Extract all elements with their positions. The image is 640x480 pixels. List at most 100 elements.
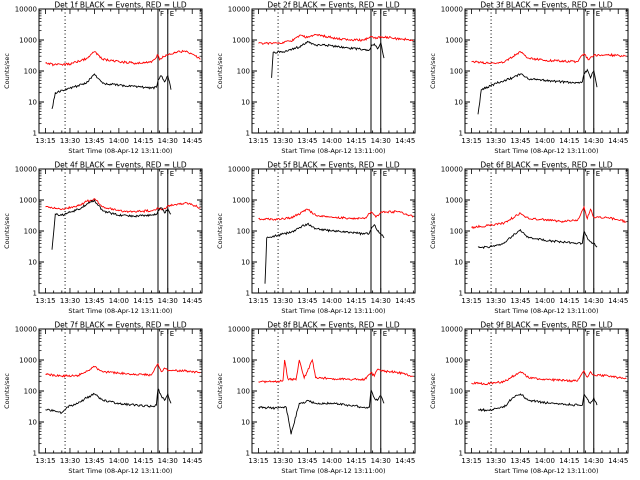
x-tick-label: 14:45 [608, 297, 628, 305]
y-tick-label: 10 [454, 259, 463, 267]
y-axis-label: Counts/sec [216, 213, 224, 249]
x-tick-label: 13:15 [35, 297, 55, 305]
x-tick-label: 14:00 [109, 137, 129, 145]
panel-title: Det 1f BLACK = Events, RED = LLD [54, 1, 187, 10]
panel-title: Det 5f BLACK = Events, RED = LLD [267, 161, 400, 170]
x-tick-label: 14:00 [322, 297, 342, 305]
panel-2: Det 2f BLACK = Events, RED = LLD Counts/s… [216, 1, 416, 155]
y-tick-label: 10000 [15, 6, 37, 14]
y-tick-label: 1000 [445, 37, 463, 45]
y-tick-label: 10000 [441, 6, 463, 14]
marker-label: E [383, 330, 387, 338]
y-tick-label: 1000 [19, 357, 37, 365]
y-tick-label: 100 [237, 228, 250, 236]
marker-label: F [586, 170, 590, 178]
marker-label: F [586, 330, 590, 338]
x-tick-label: 14:15 [559, 137, 579, 145]
lld-series-line [258, 33, 414, 46]
panel-8: Det 8f BLACK = Events, RED = LLD Counts/s… [216, 321, 416, 475]
plot-frame [251, 8, 416, 134]
y-tick-label: 1 [246, 130, 250, 138]
panel-title: Det 6f BLACK = Events, RED = LLD [480, 161, 613, 170]
marker-label: F [373, 10, 377, 18]
y-tick-label: 1 [33, 130, 37, 138]
plot-frame [38, 328, 203, 454]
x-tick-label: 14:45 [395, 137, 415, 145]
y-tick-label: 10 [28, 419, 37, 427]
x-tick-label: 13:30 [60, 457, 80, 465]
y-axis-label: Counts/sec [3, 373, 11, 409]
x-tick-label: 13:30 [273, 457, 293, 465]
y-tick-label: 1000 [19, 37, 37, 45]
marker-label: E [170, 10, 174, 18]
y-tick-label: 1 [459, 290, 463, 298]
events-series-line [51, 199, 172, 250]
x-tick-label: 13:45 [510, 137, 530, 145]
panel-3: Det 3f BLACK = Events, RED = LLD Counts/s… [429, 1, 629, 155]
y-axis-label: Counts/sec [216, 373, 224, 409]
x-tick-label: 14:15 [559, 457, 579, 465]
x-axis-label: Start Time (08-Apr-12 13:11:00) [494, 307, 598, 315]
y-tick-label: 10000 [441, 326, 463, 334]
y-tick-label: 1 [459, 130, 463, 138]
x-tick-label: 13:45 [510, 297, 530, 305]
x-tick-label: 14:45 [608, 457, 628, 465]
lld-series-line [471, 369, 627, 386]
x-tick-label: 14:45 [395, 457, 415, 465]
x-tick-label: 14:00 [109, 457, 129, 465]
x-tick-label: 14:15 [346, 137, 366, 145]
marker-label: E [170, 170, 174, 178]
y-tick-label: 10 [454, 419, 463, 427]
x-tick-label: 13:30 [60, 297, 80, 305]
x-tick-label: 13:15 [461, 137, 481, 145]
plot-frame [251, 328, 416, 454]
marker-label: E [383, 10, 387, 18]
x-tick-label: 13:15 [248, 137, 268, 145]
panel-1: Det 1f BLACK = Events, RED = LLD Counts/s… [3, 1, 203, 155]
x-tick-label: 14:30 [158, 297, 178, 305]
lld-series-line [258, 208, 414, 221]
y-tick-label: 10 [28, 99, 37, 107]
x-tick-label: 14:15 [346, 297, 366, 305]
y-tick-label: 10 [28, 259, 37, 267]
y-tick-label: 1 [459, 450, 463, 458]
y-tick-label: 100 [24, 388, 37, 396]
events-series-line [258, 389, 385, 435]
x-tick-label: 13:15 [461, 457, 481, 465]
events-series-line [477, 68, 598, 115]
y-tick-label: 100 [450, 388, 463, 396]
y-tick-label: 100 [237, 68, 250, 76]
y-tick-label: 1000 [445, 357, 463, 365]
x-tick-label: 14:30 [158, 457, 178, 465]
x-tick-label: 13:45 [297, 457, 317, 465]
y-axis-label: Counts/sec [216, 53, 224, 89]
plot-frame [38, 168, 203, 294]
x-axis-label: Start Time (08-Apr-12 13:11:00) [68, 467, 172, 475]
y-tick-label: 10 [241, 259, 250, 267]
x-tick-label: 14:45 [182, 297, 202, 305]
y-tick-label: 100 [450, 68, 463, 76]
y-tick-label: 10 [454, 99, 463, 107]
x-tick-label: 13:30 [486, 137, 506, 145]
marker-label: E [596, 10, 600, 18]
y-tick-label: 100 [24, 68, 37, 76]
x-tick-label: 14:30 [371, 297, 391, 305]
panel-title: Det 8f BLACK = Events, RED = LLD [267, 321, 400, 330]
x-tick-label: 13:45 [84, 137, 104, 145]
y-tick-label: 10000 [228, 326, 250, 334]
lld-series-line [471, 51, 627, 65]
events-series-line [477, 228, 598, 250]
y-tick-label: 100 [237, 388, 250, 396]
x-tick-label: 14:45 [182, 137, 202, 145]
x-tick-label: 14:45 [395, 297, 415, 305]
x-axis-label: Start Time (08-Apr-12 13:11:00) [281, 307, 385, 315]
y-axis-label: Counts/sec [3, 53, 11, 89]
panel-4: Det 4f BLACK = Events, RED = LLD Counts/s… [3, 161, 203, 315]
panel-title: Det 4f BLACK = Events, RED = LLD [54, 161, 187, 170]
plot-frame [38, 8, 203, 134]
x-axis-label: Start Time (08-Apr-12 13:11:00) [494, 467, 598, 475]
events-series-line [477, 392, 598, 412]
panel-title: Det 7f BLACK = Events, RED = LLD [54, 321, 187, 330]
x-tick-label: 13:45 [510, 457, 530, 465]
